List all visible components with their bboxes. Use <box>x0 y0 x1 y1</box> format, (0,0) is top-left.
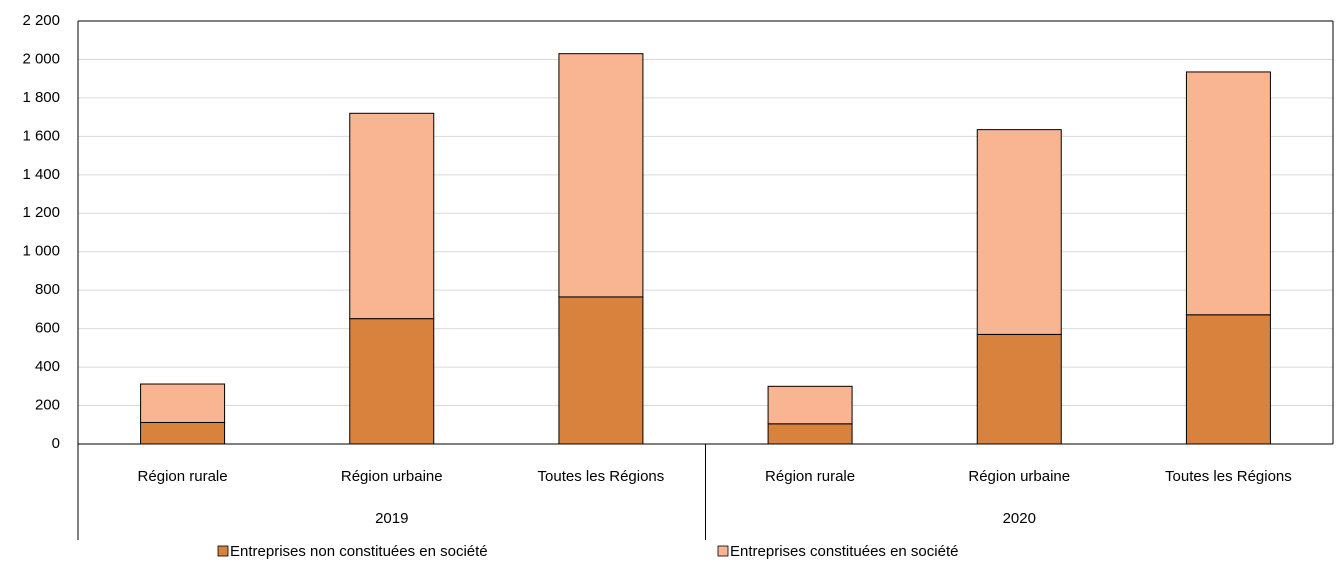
x-tick-label: Toutes les Régions <box>1165 468 1292 485</box>
bar-segment <box>558 296 644 445</box>
x-tick-label: Toutes les Régions <box>538 468 665 485</box>
y-tick-label: 1 200 <box>22 204 60 221</box>
bar-segment <box>558 53 644 298</box>
legend-label: Entreprises non constituées en société <box>230 543 488 560</box>
x-tick-label: Région rurale <box>765 468 855 485</box>
group-label: 2019 <box>375 510 408 527</box>
bar-segment <box>976 129 1062 335</box>
bar-segment <box>140 383 226 423</box>
legend-label: Entreprises constituées en société <box>730 543 958 560</box>
x-tick-label: Région urbaine <box>341 468 443 485</box>
y-tick-label: 2 000 <box>22 50 60 67</box>
y-tick-label: 200 <box>35 397 60 414</box>
y-tick-label: 1 800 <box>22 89 60 106</box>
x-tick-label: Région urbaine <box>968 468 1070 485</box>
bar-segment <box>1185 314 1271 445</box>
bar-segment <box>349 112 435 320</box>
group-label: 2020 <box>1003 510 1036 527</box>
bar-segment <box>349 318 435 445</box>
legend-swatch <box>717 545 729 557</box>
bar-segment <box>767 423 853 445</box>
y-tick-label: 1 600 <box>22 127 60 144</box>
bar-segment <box>976 333 1062 445</box>
y-tick-label: 400 <box>35 358 60 375</box>
y-tick-label: 1 000 <box>22 243 60 260</box>
y-tick-label: 1 400 <box>22 166 60 183</box>
bar-segment <box>767 385 853 425</box>
y-tick-label: 2 200 <box>22 12 60 29</box>
bar-segment <box>140 421 226 445</box>
bar-segment <box>1185 71 1271 316</box>
y-tick-label: 600 <box>35 320 60 337</box>
y-tick-label: 800 <box>35 281 60 298</box>
y-tick-label: 0 <box>52 435 60 452</box>
legend-swatch <box>217 545 229 557</box>
x-tick-label: Région rurale <box>138 468 228 485</box>
